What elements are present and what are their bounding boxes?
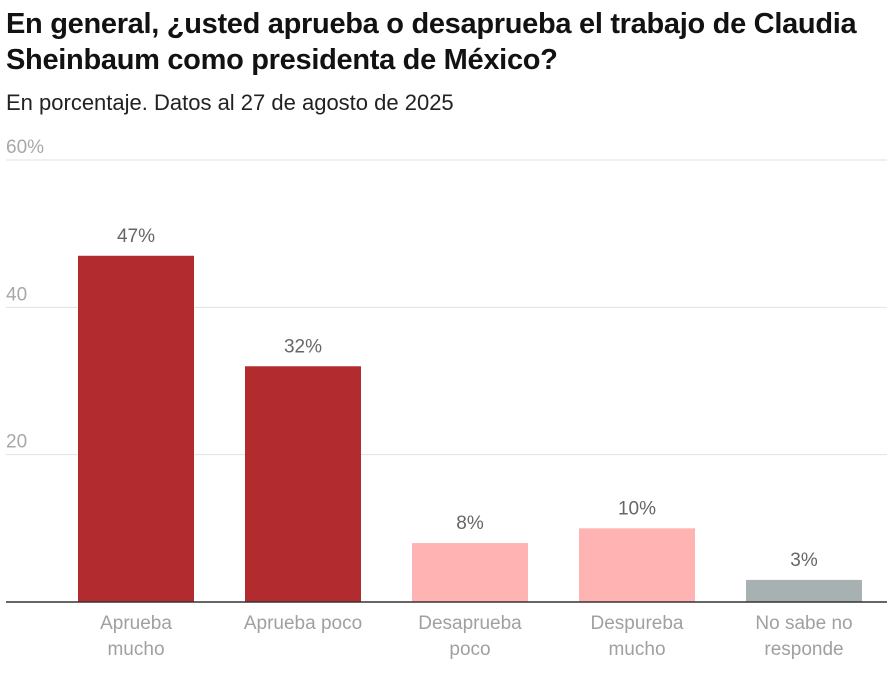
category-label: No sabe no bbox=[755, 613, 852, 634]
y-tick-label: 60% bbox=[6, 137, 44, 158]
category-label: poco bbox=[449, 639, 490, 660]
chart-subtitle: En porcentaje. Datos al 27 de agosto de … bbox=[6, 90, 454, 115]
bars bbox=[78, 255, 862, 602]
chart-title: En general, ¿usted aprueba o desaprueba … bbox=[6, 8, 857, 76]
bar bbox=[746, 579, 862, 602]
data-label: 47% bbox=[117, 226, 155, 247]
data-label: 3% bbox=[790, 550, 818, 571]
bar bbox=[412, 543, 528, 602]
y-tick-label: 20 bbox=[6, 432, 27, 453]
category-labels: Aprueba mucho Aprueba poco Desaprueba poco De… bbox=[100, 613, 853, 660]
category-label: responde bbox=[764, 639, 843, 660]
data-label: 10% bbox=[618, 498, 656, 519]
data-label: 8% bbox=[456, 513, 484, 534]
data-label: 32% bbox=[284, 336, 322, 357]
bar bbox=[579, 528, 695, 602]
category-label: Despureba bbox=[591, 613, 684, 634]
category-label: Desaprueba bbox=[418, 613, 522, 634]
data-labels: 47% 32% 8% 10% 3% bbox=[117, 226, 818, 571]
category-label: Aprueba bbox=[100, 613, 172, 634]
category-label: mucho bbox=[107, 639, 164, 660]
bar bbox=[78, 255, 194, 602]
y-tick-label: 40 bbox=[6, 284, 27, 305]
category-label: mucho bbox=[608, 639, 665, 660]
category-label: Aprueba poco bbox=[244, 613, 362, 634]
bar bbox=[245, 366, 361, 602]
y-axis-ticks: 20 40 60% bbox=[6, 137, 44, 453]
